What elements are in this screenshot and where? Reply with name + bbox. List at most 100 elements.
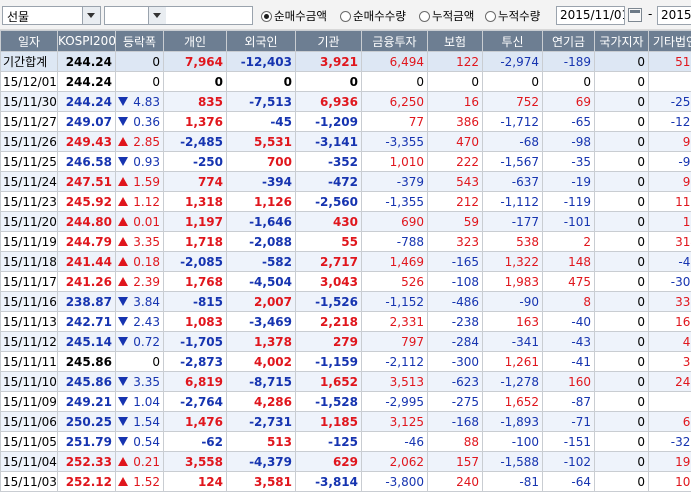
column-header[interactable]: 등락폭 [115,30,164,52]
up-triangle-icon [118,197,128,206]
value-cell: 1,376 [163,111,227,132]
value-cell: 148 [542,251,595,272]
table-row[interactable]: 15/11/16 238.87 3.84 -815 2,007 -1,526 -1,152-… [0,291,691,312]
value-cell: 30 [648,351,691,372]
value-cell: 475 [542,271,595,292]
value-cell: -125 [295,431,362,452]
kospi200-cell: 252.33 [57,451,116,472]
value-cell: -46 [361,431,428,452]
value-cell: 430 [295,211,362,232]
value-cell: -284 [427,331,483,352]
date-cell: 15/11/20 [0,211,58,232]
value-cell: 1,126 [226,191,296,212]
radio-dot [261,10,272,22]
table-row[interactable]: 15/11/06 250.25 1.54 1,476 -2,731 1,185 3,125-… [0,411,691,432]
table-row[interactable]: 15/11/04 252.33 0.21 3,558 -4,379 629 2,062 157… [0,451,691,472]
up-triangle-icon [118,217,128,226]
change-value: 1.59 [133,174,160,189]
calendar-icon[interactable] [628,8,642,22]
market-select-value: 선물 [7,10,30,24]
change-cell: 0 [115,71,164,92]
value-cell: 1,983 [482,271,543,292]
column-header[interactable]: 기관 [295,30,362,52]
value-cell: -2,088 [226,231,296,252]
value-cell: 122 [427,51,483,72]
value-cell: 2,062 [361,451,428,472]
radio-label: 누적금액 [432,9,475,23]
kospi200-cell: 245.92 [57,191,116,212]
change-value: 2.39 [133,274,160,289]
column-header[interactable]: 보험 [427,30,483,52]
value-cell: 386 [427,111,483,132]
table-row[interactable]: 15/11/05 251.79 0.54 -62 513 -125 -46 88 -100 -15… [0,431,691,452]
value-cell: -168 [427,411,483,432]
value-cell: 16 [427,91,483,112]
radio-net-quantity[interactable]: 순매수수량 [340,8,406,24]
column-header[interactable]: 일자 [0,30,58,52]
table-row[interactable]: 15/11/25 246.58 0.93 -250 700 -352 1,010 222 -1,… [0,151,691,172]
column-header[interactable]: 기타법인 [648,30,691,52]
table-row[interactable]: 15/11/19 244.79 3.35 1,718 -2,088 55 -788 323 53… [0,231,691,252]
column-header[interactable]: 연기금 [542,30,595,52]
date-separator: - [648,7,653,21]
change-cell: 2.39 [115,271,164,292]
value-cell: 774 [163,171,227,192]
chevron-down-icon[interactable] [82,7,100,24]
table-row[interactable]: 15/11/03 252.12 1.52 124 3,581 -3,814 -3,800 24… [0,471,691,492]
market-select[interactable]: 선물 [2,6,101,25]
change-cell: 0.72 [115,331,164,352]
value-cell: -1,646 [226,211,296,232]
column-header[interactable]: 개인 [163,30,227,52]
value-cell: 0 [594,111,649,132]
column-header[interactable]: 투신 [482,30,543,52]
value-cell: -3,469 [226,311,296,332]
date-cell: 기간합계 [0,51,58,72]
start-date-field[interactable]: 2015/11/01 [556,6,625,25]
end-date-field[interactable]: 2015 [657,6,691,25]
radio-cumulative-amount[interactable]: 누적금액 [419,8,474,24]
table-row[interactable]: 15/11/10 245.86 3.35 6,819 -8,715 1,652 3,513-… [0,371,691,392]
table-row[interactable]: 15/11/20 244.80 0.01 1,197 -1,646 430 690 59 -17… [0,211,691,232]
kospi200-cell: 244.24 [57,91,116,112]
table-row[interactable]: 15/11/17 241.26 2.39 1,768 -4,504 3,043 526 -10… [0,271,691,292]
table-row[interactable]: 15/11/11 245.86 0 -2,873 4,002 -1,159 -2,112 -3… [0,351,691,372]
value-cell: -98 [542,131,595,152]
column-header[interactable]: 금융투자 [361,30,428,52]
table-row[interactable]: 15/11/09 249.21 1.04 -2,764 4,286 -1,528 -2,99… [0,391,691,412]
table-row[interactable]: 15/11/24 247.51 1.59 774 -394 -472 -379 543 -637… [0,171,691,192]
value-cell: 0 [648,71,691,92]
kospi200-cell: 245.86 [57,371,116,392]
change-cell: 0 [115,351,164,372]
kospi200-cell: 245.86 [57,351,116,372]
down-triangle-icon [118,437,128,446]
value-cell: 835 [163,91,227,112]
table-row[interactable]: 15/11/30 244.24 4.83 835 -7,513 6,936 6,250 16 7… [0,91,691,112]
radio-net-amount[interactable]: 순매수금액 [261,8,327,24]
table-row[interactable]: 15/11/27 249.07 0.36 1,376 -45 -1,209 77 386 -1,… [0,111,691,132]
kospi200-cell: 245.14 [57,331,116,352]
column-header[interactable]: 외국인 [226,30,296,52]
value-cell: 513 [226,431,296,452]
date-cell: 15/12/01 [0,71,58,92]
code-select[interactable] [104,6,253,25]
kospi200-cell: 242.71 [57,311,116,332]
value-cell: 0 [594,271,649,292]
table-row[interactable]: 15/11/13 242.71 2.43 1,083 -3,469 2,218 2,331-… [0,311,691,332]
table-row[interactable]: 15/11/26 249.43 2.85 -2,485 5,531 -3,141 -3,35… [0,131,691,152]
table-row[interactable]: 15/11/18 241.44 0.18 -2,085 -582 2,717 1,469 -1… [0,251,691,272]
table-row[interactable]: 15/11/12 245.14 0.72 -1,705 1,378 279 797 -284-… [0,331,691,352]
change-cell: 3.35 [115,371,164,392]
table-row[interactable]: 기간합계 244.24 0 7,964 -12,403 3,921 6,494 122 -2,9… [0,51,691,72]
table-row[interactable]: 15/11/23 245.92 1.12 1,318 1,126 -2,560 -1,355… [0,191,691,212]
up-triangle-icon [118,477,128,486]
column-header[interactable]: 국가지자 [594,30,649,52]
value-cell: -1,567 [482,151,543,172]
kospi200-cell: 249.21 [57,391,116,412]
column-header[interactable]: KOSPI200 [57,30,116,52]
chevron-down-icon[interactable] [148,7,166,24]
radio-cumulative-quantity[interactable]: 누적수량 [485,8,540,24]
value-cell: -815 [163,291,227,312]
change-cell: 1.12 [115,191,164,212]
value-cell: -788 [361,231,428,252]
